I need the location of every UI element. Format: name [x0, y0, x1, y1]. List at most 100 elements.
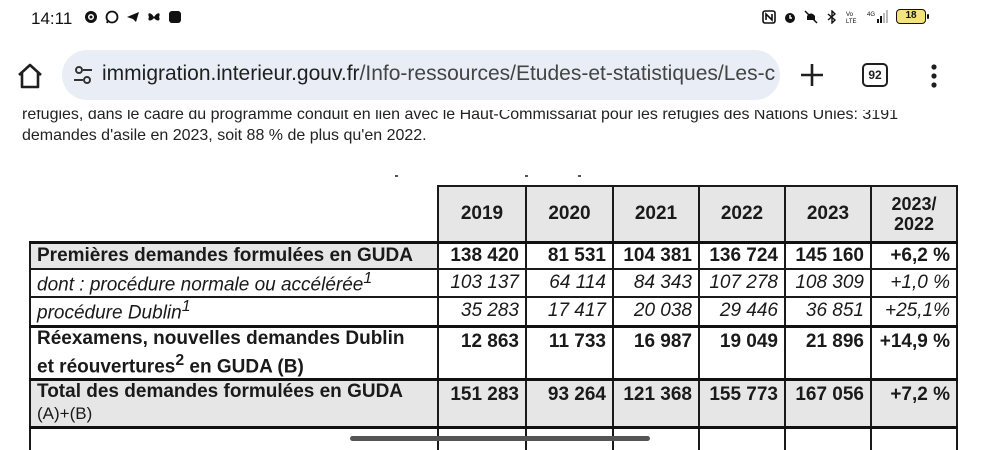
table-cell: 107 278	[698, 267, 786, 299]
row-label-line: et réouvertures2 en GUDA (B)	[37, 350, 433, 378]
url-text: immigration.interieur.gouv.fr/Info-resso…	[102, 62, 775, 86]
table-cell: 12 863	[437, 324, 527, 381]
footnote-marker: 1	[181, 298, 191, 316]
butterfly-icon	[148, 13, 160, 21]
nfc-icon	[762, 9, 776, 24]
table-cell: 16 987	[612, 324, 700, 381]
row-label-text: dont : procédure normale ou accélérée	[37, 274, 364, 296]
row-label: Réexamens, nouvelles demandes Dublin et r…	[29, 324, 439, 381]
table-row: Premières demandes formulées en GUDA 138…	[29, 240, 958, 270]
table-cell: 19 049	[698, 324, 786, 381]
row-label: Total des demandes formulées en GUDA (A)+…	[29, 377, 439, 429]
table-cell: +25,1%	[870, 296, 958, 328]
row-label: dont : procédure normale ou accélérée1	[29, 267, 439, 299]
row-label-text: procédure Dublin	[37, 302, 182, 324]
table-cell: 145 160	[784, 240, 872, 270]
paragraph-line: demandes d'asile en 2023, soit 88 % de p…	[22, 127, 427, 144]
col-header-ratio: 2023/2022	[870, 185, 958, 243]
table-cell: 138 420	[437, 240, 527, 270]
telegram-icon	[127, 12, 139, 22]
home-icon[interactable]	[16, 62, 44, 90]
table-row: Total des demandes formulées en GUDA (A)+…	[29, 377, 958, 429]
table-row: dont : procédure normale ou accélérée1 1…	[29, 267, 958, 299]
whatsapp-icon	[105, 10, 119, 24]
alarm-icon	[785, 12, 795, 23]
table-cell: 29 446	[698, 296, 786, 328]
browser-toolbar: immigration.interieur.gouv.fr/Info-resso…	[0, 38, 1000, 110]
status-bar: 14:11 Vo LTE 4G 18	[0, 0, 1000, 38]
table-cell: 20 038	[612, 296, 700, 328]
table-cell: +14,9 %	[870, 324, 958, 381]
new-tab-icon[interactable]	[799, 62, 825, 88]
col-header-2022: 2022	[698, 185, 786, 243]
table-cell: 11 733	[525, 324, 614, 381]
col-header-2021: 2021	[612, 185, 700, 243]
table-cell: 136 724	[698, 240, 786, 270]
table-row: Réexamens, nouvelles demandes Dublin et r…	[29, 324, 958, 381]
svg-text:LTE: LTE	[846, 19, 857, 24]
article-paragraph: réfugiés, dans le cadre du programme con…	[22, 110, 952, 146]
table-cell: 151 283	[437, 377, 527, 429]
signal-icon: 4G	[867, 9, 888, 23]
col-header-2023: 2023	[784, 185, 872, 243]
table-cell: 81 531	[525, 240, 614, 270]
app-icon	[169, 11, 181, 23]
row-label-text: et réouvertures	[37, 355, 176, 377]
row-label-text: en GUDA (B)	[184, 355, 304, 377]
table-row: procédure Dublin1 35 283 17 417 20 038 2…	[29, 296, 958, 328]
svg-text:4G: 4G	[867, 12, 875, 18]
row-label-line: Réexamens, nouvelles demandes Dublin	[37, 327, 405, 349]
table-cell: 35 283	[437, 296, 527, 328]
svg-text:Vo: Vo	[846, 12, 854, 18]
row-label-line: Total des demandes formulées en GUDA	[37, 381, 404, 403]
row-label: Premières demandes formulées en GUDA	[29, 240, 439, 270]
mute-icon	[804, 9, 818, 24]
table-cell: +1,0 %	[870, 267, 958, 299]
ratio-line-1: 2023/	[891, 193, 937, 214]
gear-icon	[85, 11, 97, 23]
bluetooth-icon	[827, 9, 837, 24]
col-header-2020: 2020	[525, 185, 614, 243]
address-bar[interactable]: immigration.interieur.gouv.fr/Info-resso…	[62, 50, 780, 100]
table-cell: +7,2 %	[870, 377, 958, 429]
paragraph-line: réfugiés, dans le cadre du programme con…	[22, 110, 899, 123]
table-cell: 167 056	[784, 377, 872, 429]
row-label: procédure Dublin1	[29, 296, 439, 328]
asylum-statistics-table: 2019 2020 2021 2022 2023 2023/2022 Premi…	[29, 185, 958, 450]
table-cell: 17 417	[525, 296, 614, 328]
ratio-line-2: 2022	[893, 213, 935, 234]
table-cell: 121 368	[612, 377, 700, 429]
url-host: immigration.interieur.gouv.fr	[102, 62, 360, 85]
col-header-2019: 2019	[437, 185, 527, 243]
table-cell: 64 114	[525, 267, 614, 299]
table-cell: 108 309	[784, 267, 872, 299]
notification-icons	[84, 10, 182, 24]
table-cell: 36 851	[784, 296, 872, 328]
site-settings-icon[interactable]	[72, 64, 94, 86]
clock: 14:11	[31, 9, 73, 28]
tab-switcher-button[interactable]: 92	[862, 63, 888, 87]
table-cell: 93 264	[525, 377, 614, 429]
battery-indicator: 18	[896, 9, 929, 24]
table-cell	[784, 425, 872, 450]
table-cell	[612, 425, 700, 450]
table-cell: 103 137	[437, 267, 527, 299]
table-cell	[870, 425, 958, 450]
table-cell: 21 896	[784, 324, 872, 381]
url-path: /Info-ressources/Etudes-et-statistiques/…	[359, 62, 776, 85]
scan-artifact-dots	[395, 175, 581, 177]
table-cell: 155 773	[698, 377, 786, 429]
table-cell: 104 381	[612, 240, 700, 270]
footnote-marker: 1	[363, 270, 373, 287]
more-menu-icon[interactable]	[926, 62, 942, 90]
table-cell: +6,2 %	[870, 240, 958, 270]
gesture-navigation-bar[interactable]	[350, 436, 650, 441]
table-header-row: 2019 2020 2021 2022 2023 2023/2022	[30, 185, 958, 243]
footnote-marker: 2	[175, 351, 185, 369]
system-icons: Vo LTE 4G 18	[762, 9, 929, 24]
page-content: réfugiés, dans le cadre du programme con…	[0, 110, 1000, 450]
row-label-line: (A)+(B)	[37, 404, 93, 424]
table-cell	[698, 425, 786, 450]
table-cell: 84 343	[612, 267, 700, 299]
